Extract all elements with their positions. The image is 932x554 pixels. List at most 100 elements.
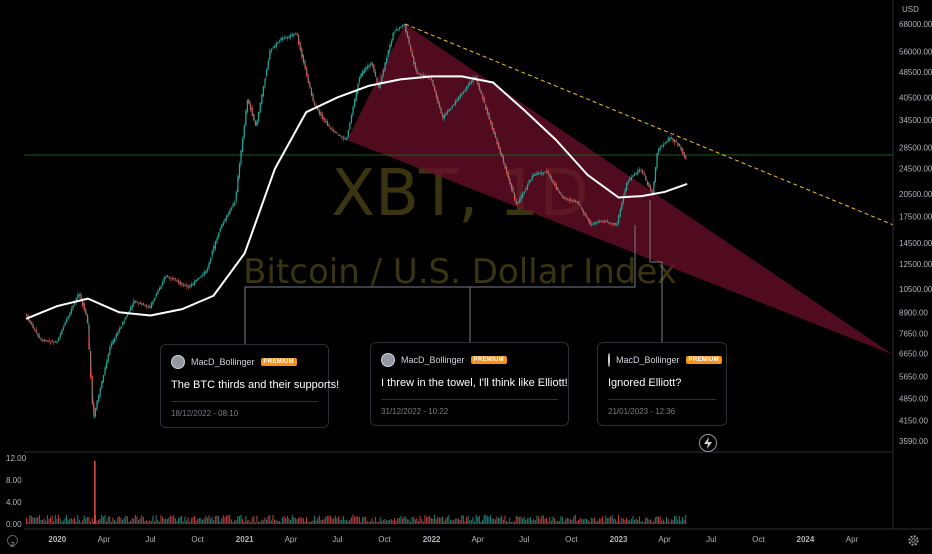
volume-bar [538,516,540,524]
volume-bar [434,514,436,524]
volume-bar [301,518,303,524]
volume-bar [549,516,551,524]
volume-bar [402,518,404,524]
volume-bar [482,519,484,524]
volume-bar [555,520,557,524]
volume-bar [446,516,448,524]
volume-bar [26,517,28,524]
candle-body [176,279,178,282]
divider [608,399,716,400]
volume-bar [133,518,135,524]
volume-bar [331,518,333,524]
svg-text:Z: Z [10,542,15,549]
volume-bar [576,521,578,524]
volume-bar [630,518,632,524]
volume-bar [280,522,282,524]
candle-body [602,221,604,223]
volume-bar [368,521,370,524]
candle-body [317,107,319,111]
volume-bar [29,515,31,524]
price-tick-label: 48500.00 [899,68,932,77]
volume-bar [427,516,429,524]
volume-bar [486,516,488,524]
idea-card-1[interactable]: MacD_Bollinger PREMIUM The BTC thirds an… [160,344,340,428]
volume-bar [557,521,559,524]
volume-bar [370,521,372,524]
volume-bar [461,515,463,524]
volume-bar [453,520,455,524]
candle-body [611,223,613,225]
candle-body [125,316,127,319]
volume-bar [101,515,103,524]
volume-bar [226,515,228,524]
price-tick-label: 28500.00 [899,143,932,152]
volume-bar [272,514,274,524]
volume-bar [214,516,216,524]
volume-bar [61,521,63,524]
candle-body [160,286,162,289]
candle-body [467,84,469,87]
price-tick-label: 3590.00 [899,437,928,446]
gear-icon[interactable] [907,534,920,547]
idea-card-2[interactable]: MacD_Bollinger PREMIUM I threw in the to… [370,342,569,426]
time-tick-label: Oct [378,535,391,544]
idea-author[interactable]: MacD_Bollinger [191,357,255,367]
volume-bar [563,521,565,524]
candle-body [205,270,207,273]
volume-bar [347,521,349,524]
price-tick-label: 7650.00 [899,330,928,339]
lightning-icon[interactable] [699,434,717,452]
volume-bar [507,521,509,524]
volume-bar [582,519,584,524]
volume-bar [184,516,186,524]
volume-bar [342,515,344,524]
candle-body [646,181,649,185]
volume-bar [210,518,212,524]
volume-bar [358,516,360,524]
volume-bar [494,519,496,524]
idea-title[interactable]: I threw in the towel, I'll think like El… [381,377,568,389]
volume-bar [59,518,61,524]
price-axis[interactable]: 68000.00 56000.00 48500.00 40500.00 34500.00… [899,20,932,446]
idea-title[interactable]: Ignored Elliott? [608,377,682,389]
volume-bar [454,518,456,524]
volume-axis[interactable]: 12.00 8.00 4.00 0.00 [6,454,27,529]
candle-body [142,303,145,305]
volume-bar [115,521,117,524]
z-icon[interactable]: Z [7,535,18,549]
volume-bar [510,521,512,524]
candle-body [515,199,517,205]
volume-bar [573,516,575,524]
volume-bar [288,518,290,524]
volume-bar [181,515,183,524]
volume-bar [541,515,543,524]
candle-body [173,277,175,279]
volume-bar [536,515,538,524]
idea-author[interactable]: MacD_Bollinger [401,355,465,365]
time-axis[interactable]: 2020 Apr Jul Oct 2021 Apr Jul Oct 2022 Apr Jul Oct 2… [48,535,858,544]
volume-bar [416,518,418,524]
volume-bar [566,517,568,524]
volume-bar [70,518,72,524]
premium-badge: PREMIUM [470,356,507,364]
candle-body [256,120,258,126]
volume-bar [242,519,244,524]
volume-bar [154,521,156,524]
idea-title[interactable]: The BTC thirds and their supports! [171,379,340,391]
time-tick-label: Jul [332,535,342,544]
idea-author[interactable]: MacD_Bollinger [616,355,680,365]
volume-bar [323,518,325,524]
volume-bar [614,519,616,524]
volume-bar [395,520,397,524]
price-tick-label: 68000.00 [899,20,932,29]
volume-bar [587,519,589,524]
volume-bar [443,520,445,524]
time-tick-label: Apr [98,535,111,544]
volume-bar [202,519,204,524]
idea-card-3[interactable]: MacD_Bollinger PREMIUM Ignored Elliott? … [597,342,727,426]
volume-bar [62,520,64,524]
volume-bar [37,517,39,524]
volume-bar [586,518,588,524]
volume-bar [602,516,604,524]
